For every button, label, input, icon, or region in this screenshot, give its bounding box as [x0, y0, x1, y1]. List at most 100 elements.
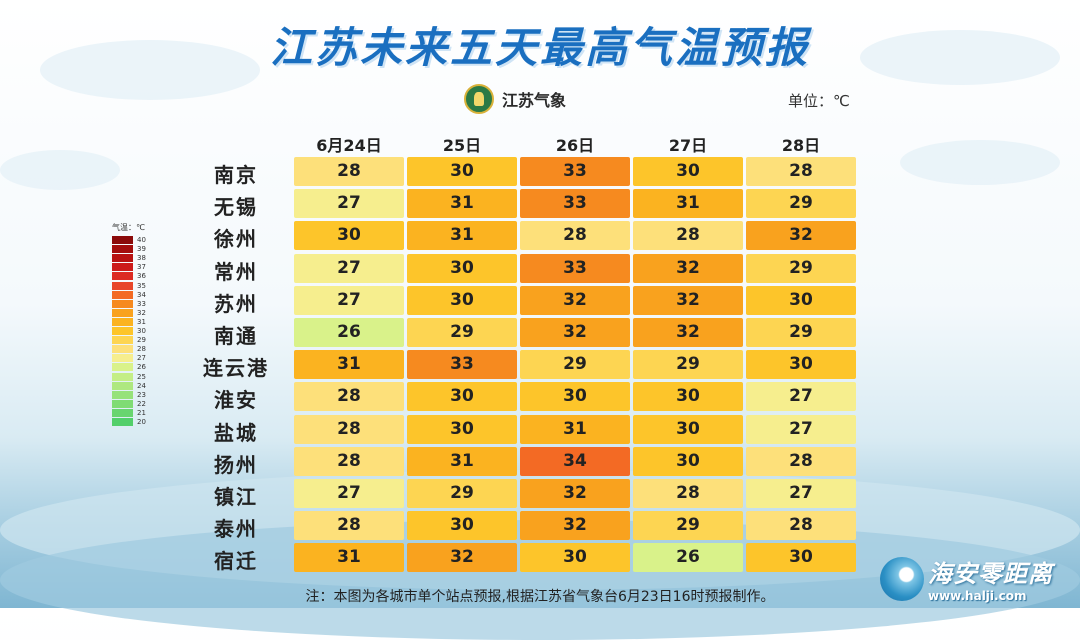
temperature-cell: 28	[746, 446, 856, 476]
row-label: 无锡	[214, 195, 258, 220]
row-label: 泰州	[214, 517, 258, 542]
legend-swatch	[112, 381, 133, 390]
footnote: 注：本图为各城市单个站点预报,根据江苏省气象台6月23日16时预报制作。	[305, 589, 775, 605]
temperature-cell: 32	[520, 511, 630, 541]
legend-label: 40	[137, 236, 146, 244]
temperature-cell: 30	[407, 511, 517, 541]
watermark: 海安零距离 www.halji.com	[880, 554, 1053, 603]
legend-swatch	[112, 263, 133, 272]
temperature-cell: 32	[633, 318, 743, 347]
legend-swatch	[112, 408, 133, 417]
temperature-cell: 30	[407, 414, 517, 444]
legend-swatch	[112, 272, 133, 281]
temperature-cell: 31	[520, 414, 630, 444]
temperature-cell: 30	[407, 253, 517, 283]
row-label: 南京	[214, 163, 258, 187]
temperature-cell: 30	[407, 382, 517, 412]
column-header: 28日	[781, 136, 821, 155]
row-label: 扬州	[214, 452, 258, 477]
temperature-cell: 33	[520, 189, 630, 219]
legend-swatch	[112, 327, 133, 335]
legend-swatch	[112, 363, 133, 372]
legend-swatch	[112, 308, 133, 317]
legend-swatch	[112, 290, 133, 299]
legend-label: 20	[137, 418, 146, 426]
temperature-cell: 29	[633, 511, 743, 541]
temperature-cell: 27	[294, 253, 404, 283]
legend-label: 25	[137, 372, 146, 381]
legend-swatch	[112, 299, 133, 308]
column-header: 26日	[555, 136, 595, 155]
temperature-cell: 27	[294, 285, 404, 315]
legend-swatch	[112, 354, 133, 363]
temperature-cell: 30	[633, 446, 743, 476]
temperature-cell: 27	[746, 382, 856, 412]
temperature-cell: 26	[633, 543, 743, 573]
row-label: 连云港	[203, 356, 269, 381]
legend-label: 37	[137, 263, 146, 272]
background-cloud	[0, 150, 120, 190]
temperature-cell: 30	[746, 285, 856, 315]
temperature-cell: 28	[294, 511, 404, 541]
temperature-cell: 29	[746, 253, 856, 283]
legend-label: 27	[137, 354, 146, 363]
temperature-cell: 31	[407, 446, 517, 476]
temperature-cell: 27	[746, 479, 856, 508]
temperature-cell: 32	[633, 253, 743, 283]
unit-label: 单位：℃	[788, 92, 850, 110]
temperature-cell: 30	[746, 350, 856, 380]
legend-label: 31	[137, 317, 146, 326]
temperature-cell: 30	[407, 285, 517, 315]
temperature-cell: 30	[520, 382, 630, 412]
legend-label: 39	[137, 245, 146, 254]
legend-label: 34	[137, 290, 146, 299]
temperature-cell: 32	[520, 285, 630, 315]
temperature-cell: 30	[633, 157, 743, 186]
legend-title: 气温：℃	[112, 223, 145, 232]
temperature-cell: 29	[407, 318, 517, 347]
background-cloud	[40, 40, 260, 100]
legend-label: 36	[137, 272, 146, 281]
temperature-cell: 30	[520, 543, 630, 573]
temperature-cell: 32	[407, 543, 517, 573]
row-label: 苏州	[214, 291, 258, 316]
temperature-cell: 27	[746, 414, 856, 444]
temperature-cell: 28	[294, 157, 404, 186]
temperature-cell: 28	[633, 479, 743, 508]
legend-label: 33	[137, 299, 146, 308]
watermark-logo-icon	[880, 556, 924, 601]
temperature-cell: 30	[633, 382, 743, 412]
temperature-cell: 34	[520, 446, 630, 476]
background-cloud	[900, 140, 1060, 185]
row-label: 南通	[214, 324, 258, 348]
temperature-cell: 32	[520, 479, 630, 508]
row-label: 淮安	[214, 388, 258, 413]
temperature-cell: 28	[746, 157, 856, 186]
legend-swatch	[112, 245, 133, 254]
row-label: 镇江	[214, 485, 258, 509]
temperature-cell: 31	[407, 189, 517, 219]
legend-label: 30	[137, 327, 146, 335]
legend-label: 28	[137, 345, 146, 354]
temperature-cell: 27	[294, 479, 404, 508]
legend-swatch	[112, 317, 133, 326]
column-header: 27日	[668, 136, 708, 155]
temperature-cell: 32	[746, 221, 856, 251]
temperature-cell: 30	[294, 221, 404, 251]
legend-label: 24	[137, 381, 146, 390]
legend-swatch	[112, 372, 133, 381]
legend-label: 23	[137, 390, 146, 399]
temperature-cell: 33	[520, 253, 630, 283]
row-label: 常州	[214, 259, 258, 284]
legend-label: 26	[137, 363, 146, 372]
temperature-cell: 29	[746, 189, 856, 219]
temperature-cell: 30	[633, 414, 743, 444]
column-header: 25日	[442, 136, 482, 155]
temperature-cell: 31	[633, 189, 743, 219]
temperature-cell: 27	[294, 189, 404, 219]
legend-swatch	[112, 336, 133, 345]
temperature-cell: 28	[294, 414, 404, 444]
legend-label: 21	[137, 408, 146, 417]
temperature-cell: 30	[746, 543, 856, 573]
temperature-cell: 28	[633, 221, 743, 251]
